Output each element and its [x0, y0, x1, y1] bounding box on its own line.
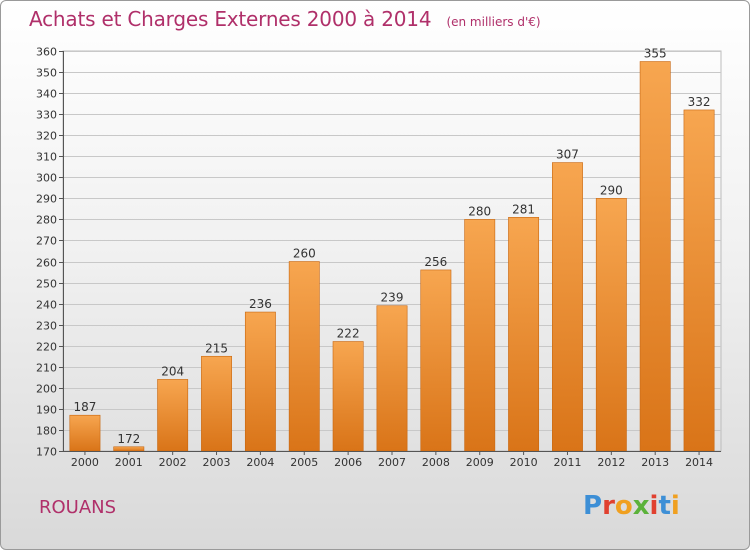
- value-label: 355: [644, 47, 667, 61]
- x-tick-label: 2008: [422, 456, 450, 469]
- y-tick-label: 230: [36, 320, 57, 333]
- title-row: Achats et Charges Externes 2000 à 2014 (…: [29, 7, 541, 31]
- x-tick-label: 2012: [597, 456, 625, 469]
- y-tick-label: 180: [36, 425, 57, 438]
- y-tick-label: 220: [36, 341, 57, 354]
- bar: [464, 219, 496, 452]
- logo-letter: x: [632, 491, 650, 521]
- y-tick-label: 170: [36, 446, 57, 459]
- bar: [683, 109, 715, 452]
- x-tick-label: 2001: [115, 456, 143, 469]
- y-tick-label: 210: [36, 362, 57, 375]
- value-label: 239: [381, 291, 404, 305]
- x-tick-label: 2002: [159, 456, 187, 469]
- x-axis: 2000 2001 2002 2003 2004 2005 2006 2007 2008 2009…: [63, 451, 721, 469]
- y-tick-label: 340: [36, 88, 57, 101]
- logo-letter: i: [670, 491, 680, 521]
- location-label: ROUANS: [39, 497, 117, 518]
- value-label: 332: [688, 95, 711, 109]
- y-tick-label: 360: [36, 46, 57, 59]
- bar: [157, 379, 189, 452]
- x-tick-label: 2009: [466, 456, 494, 469]
- value-label: 260: [293, 247, 316, 261]
- y-tick-label: 200: [36, 383, 57, 396]
- y-tick-label: 300: [36, 172, 57, 185]
- y-axis: 170 180 190 200 210 220 230 240 250 260 270 280 290 3…: [36, 46, 64, 459]
- value-label: 280: [468, 204, 491, 218]
- bars: [69, 61, 715, 452]
- value-label: 307: [556, 148, 579, 162]
- x-tick-label: 2000: [71, 456, 99, 469]
- bar: [69, 414, 101, 452]
- x-tick-label: 2011: [553, 456, 581, 469]
- bar: [376, 305, 408, 452]
- value-label: 236: [249, 297, 272, 311]
- y-tick-label: 320: [36, 130, 57, 143]
- value-label: 222: [337, 327, 360, 341]
- x-tick-label: 2014: [685, 456, 713, 469]
- value-labels: 187 172 204 215 236 260 222 239 256 280 281 307 290 3…: [73, 47, 710, 446]
- y-tick-label: 260: [36, 257, 57, 270]
- logo-letter: P: [583, 491, 603, 521]
- y-tick-label: 270: [36, 235, 57, 248]
- y-tick-label: 240: [36, 299, 57, 312]
- x-tick-label: 2005: [290, 456, 318, 469]
- bar: [201, 355, 232, 452]
- value-label: 204: [161, 364, 184, 378]
- bar: [552, 162, 583, 452]
- bar: [639, 61, 671, 452]
- y-tick-label: 310: [36, 151, 57, 164]
- logo-letter: o: [614, 491, 633, 521]
- bar: [244, 311, 276, 452]
- chart-title: Achats et Charges Externes 2000 à 2014: [29, 7, 432, 31]
- bar: [332, 341, 364, 452]
- value-label: 281: [512, 202, 535, 216]
- x-tick-label: 2003: [203, 456, 231, 469]
- value-label: 215: [205, 341, 228, 355]
- x-tick-label: 2007: [378, 456, 406, 469]
- y-tick-label: 280: [36, 214, 57, 227]
- logo-letter: i: [649, 491, 659, 521]
- logo-letter: r: [602, 491, 615, 521]
- bar: [508, 217, 540, 452]
- x-tick-label: 2004: [246, 456, 274, 469]
- bar: [595, 198, 627, 452]
- y-tick-label: 190: [36, 404, 57, 417]
- x-tick-label: 2013: [641, 456, 669, 469]
- x-tick-label: 2006: [334, 456, 362, 469]
- y-tick-label: 350: [36, 67, 57, 80]
- value-label: 187: [73, 400, 96, 414]
- value-label: 256: [424, 255, 447, 269]
- chart-subtitle: (en milliers d'€): [446, 15, 541, 29]
- bar: [288, 261, 320, 452]
- logo-letter: t: [658, 491, 671, 521]
- y-tick-label: 330: [36, 109, 57, 122]
- value-label: 290: [600, 183, 623, 197]
- proxiti-logo: Proxiti: [583, 491, 680, 521]
- bar: [420, 269, 452, 452]
- y-tick-label: 250: [36, 278, 57, 291]
- x-tick-label: 2010: [510, 456, 538, 469]
- bar: [113, 446, 145, 452]
- value-label: 172: [117, 432, 140, 446]
- y-tick-label: 290: [36, 193, 57, 206]
